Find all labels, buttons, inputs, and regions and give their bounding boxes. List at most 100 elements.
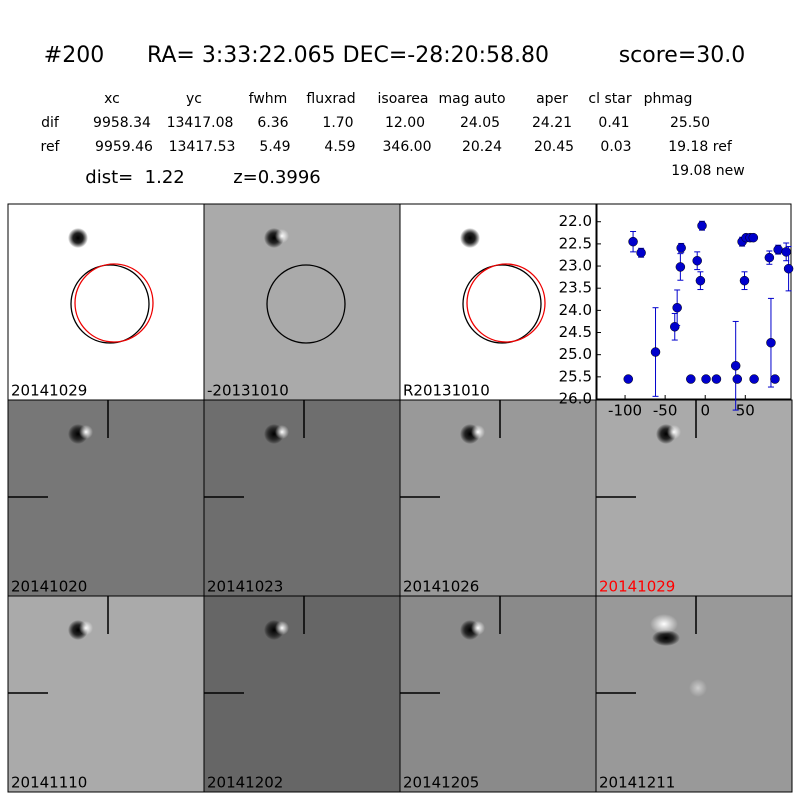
host	[689, 679, 707, 697]
point	[686, 374, 696, 384]
stamp-label: 20141202	[207, 774, 283, 792]
source	[460, 228, 480, 248]
point	[766, 337, 776, 348]
y-tick-label: 23.0	[559, 257, 592, 275]
cell: 346.00	[383, 139, 432, 155]
x-tick-label: 50	[736, 402, 755, 420]
x-tick-label: -50	[653, 402, 678, 420]
stamp	[595, 399, 793, 597]
stamp	[7, 399, 205, 597]
point	[697, 220, 707, 231]
point	[701, 374, 711, 384]
point	[739, 275, 750, 286]
stamp-label: R20131010	[403, 382, 490, 400]
point	[773, 244, 783, 255]
stamp	[203, 595, 401, 793]
y-tick-label: 25.5	[559, 367, 592, 385]
stamp	[203, 399, 401, 597]
x-tick-label: 0	[700, 402, 710, 420]
point	[650, 347, 661, 357]
stamp	[399, 595, 597, 793]
stamp-label: 20141029	[599, 578, 675, 596]
stamp-label: 20141029	[11, 382, 87, 400]
x-tick-label: -100	[608, 402, 642, 420]
point	[675, 262, 686, 272]
source	[275, 229, 289, 243]
point	[670, 322, 680, 332]
stamp	[203, 203, 401, 401]
point	[730, 361, 741, 371]
cell: 12.00	[385, 115, 425, 131]
column-header: fwhm	[249, 91, 288, 107]
candidate-id: #200	[44, 43, 104, 68]
cell: 4.59	[324, 139, 355, 155]
point	[695, 275, 706, 286]
y-tick-label: 24.0	[559, 301, 592, 319]
point	[764, 252, 775, 263]
dist: dist= 1.22	[85, 167, 184, 188]
column-header: xc	[104, 91, 120, 107]
cell: 9959.46	[95, 139, 153, 155]
aperture-ref	[466, 263, 546, 343]
point	[749, 374, 759, 384]
stamp	[399, 399, 597, 597]
row-label: dif	[41, 115, 60, 131]
point	[711, 374, 722, 384]
stamp-label: 20141211	[599, 774, 675, 792]
cell: 19.18 ref	[668, 139, 733, 155]
source	[68, 228, 88, 248]
stamp	[7, 203, 205, 401]
y-tick-label: 22.0	[559, 212, 592, 230]
column-header: aper	[536, 91, 568, 107]
point	[692, 255, 702, 266]
stamp-label: 20141110	[11, 774, 87, 792]
point	[732, 374, 743, 384]
stamp-label: 20141020	[11, 578, 87, 596]
cell: 25.50	[670, 115, 710, 131]
cell: 0.03	[600, 139, 631, 155]
cell: 20.45	[534, 139, 574, 155]
cell: 6.36	[257, 115, 288, 131]
cell: 24.21	[532, 115, 572, 131]
stamp-label: 20141205	[403, 774, 479, 792]
y-tick-label: 23.5	[559, 279, 592, 297]
score: score=30.0	[619, 43, 746, 68]
column-header: phmag	[644, 91, 693, 107]
column-header: fluxrad	[306, 91, 355, 107]
y-tick-label: 25.0	[559, 345, 592, 363]
cell: 13417.53	[169, 139, 236, 155]
light-curve: 22.0 22.5 23.0 23.5 24.0 24.5 25.0 25.5 26.0 -100…	[559, 203, 794, 420]
stamp	[399, 203, 597, 401]
cell: 24.05	[460, 115, 500, 131]
cell: 20.24	[462, 139, 502, 155]
source	[652, 630, 680, 646]
cell: 13417.08	[167, 115, 234, 131]
point	[672, 302, 682, 313]
point	[783, 263, 794, 274]
source	[79, 621, 93, 635]
aperture-ref	[74, 263, 154, 343]
aperture	[70, 264, 150, 344]
stamps: 20141029 -20131010 R20131010 20141020 201410…	[7, 203, 793, 793]
new-mag: 19.08 new	[671, 163, 744, 179]
plot-area	[596, 203, 792, 400]
point	[748, 232, 759, 243]
info-table: xc yc fwhm fluxrad isoarea mag auto aper cl sta…	[41, 91, 733, 155]
point	[781, 247, 791, 257]
coordinates: RA= 3:33:22.065 DEC=-28:20:58.80	[147, 43, 549, 68]
source	[667, 425, 681, 439]
point	[770, 374, 780, 384]
cell: 5.49	[259, 139, 290, 155]
source	[650, 614, 678, 634]
column-header: isoarea	[378, 91, 429, 107]
cell: 0.41	[598, 115, 629, 131]
cell: 9958.34	[93, 115, 151, 131]
source	[471, 621, 485, 635]
stamp	[7, 595, 205, 793]
source	[275, 621, 289, 635]
point	[636, 248, 646, 258]
stamp-label: 20141023	[207, 578, 283, 596]
cell: 1.70	[322, 115, 353, 131]
source	[79, 425, 93, 439]
